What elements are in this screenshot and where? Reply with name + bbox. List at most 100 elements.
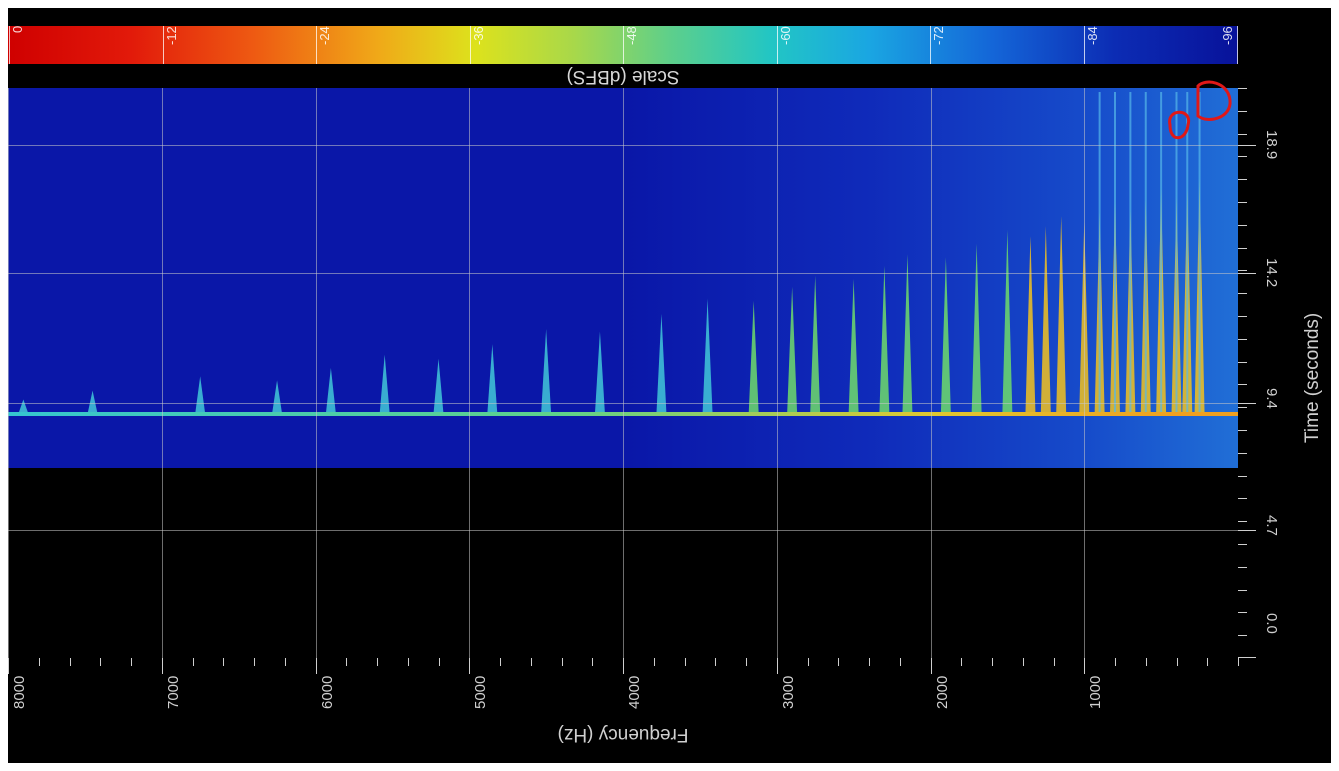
time-tick [1238, 530, 1256, 532]
colorbar-tick [623, 26, 624, 64]
frequency-minor-tick [284, 658, 286, 666]
spectrogram-plot [8, 88, 1238, 658]
time-minor-tick [1238, 202, 1247, 203]
time-tick [1238, 402, 1256, 404]
time-minor-tick [1238, 293, 1247, 295]
time-gridline [8, 530, 1238, 532]
frequency-minor-tick [961, 658, 963, 666]
time-minor-tick [1238, 88, 1247, 89]
time-minor-tick [1238, 338, 1247, 340]
frequency-gridline [1084, 88, 1086, 658]
time-axis: 0.0 4.7 9.4 14.2 18.9 [1238, 88, 1331, 658]
frequency-minor-tick [38, 658, 40, 666]
colorbar: 0 -12 -24 -36 -48 -60 -72 -84 -96 [8, 26, 1238, 64]
time-minor-tick [1238, 179, 1247, 181]
time-minor-tick [1238, 384, 1247, 386]
colorbar-tick [316, 26, 317, 64]
frequency-tick [161, 658, 163, 674]
frequency-minor-tick [869, 658, 870, 666]
frequency-tick [315, 658, 317, 674]
time-tick [1238, 145, 1256, 146]
time-minor-tick [1238, 316, 1247, 317]
harmonic-trace [1144, 92, 1147, 414]
colorbar-tick-label: -60 [777, 26, 793, 45]
time-minor-tick [1238, 247, 1247, 249]
frequency-tick [1084, 658, 1086, 674]
frequency-tick-label: 4000 [626, 676, 643, 710]
frequency-minor-tick [346, 658, 348, 666]
harmonic-trace [1198, 92, 1201, 414]
time-tick [1238, 657, 1256, 658]
frequency-minor-tick [223, 658, 225, 666]
frequency-gridline [161, 88, 163, 658]
frequency-minor-tick [1053, 658, 1055, 666]
time-tick-label: 9.4 [1263, 387, 1280, 409]
harmonic-trace [1114, 92, 1116, 414]
frequency-minor-tick [100, 658, 102, 666]
frequency-minor-tick [592, 658, 594, 666]
harmonic-trace [1160, 92, 1163, 414]
harmonic-peak [902, 254, 913, 414]
harmonic-peak [848, 278, 859, 414]
colorbar-tick [1083, 26, 1085, 64]
colorbar-tick [9, 26, 10, 64]
time-minor-tick [1238, 635, 1247, 637]
harmonic-peak [272, 380, 283, 414]
frequency-minor-tick [254, 658, 255, 666]
frequency-gridline [623, 88, 624, 658]
frequency-axis: 8000 7000 6000 5000 4000 3000 2000 1000 [8, 658, 1239, 763]
frequency-minor-tick [684, 658, 686, 666]
harmonic-peak [487, 344, 498, 414]
time-minor-tick [1238, 110, 1247, 112]
colorbar-tick [469, 26, 471, 64]
frequency-minor-tick [653, 658, 655, 666]
frequency-gridline [315, 88, 317, 658]
harmonic-peak [787, 286, 798, 414]
harmonic-peak [656, 313, 667, 414]
colorbar-tick-label: -36 [470, 26, 486, 45]
harmonic-peak [879, 265, 890, 414]
frequency-minor-tick [1022, 658, 1024, 666]
time-axis-title: Time (seconds) [1302, 312, 1323, 444]
harmonic-trace [1098, 92, 1101, 414]
colorbar-tick-label: -84 [1084, 26, 1100, 45]
frequency-minor-tick [438, 658, 440, 666]
time-tick-label: 18.9 [1263, 130, 1280, 160]
frequency-minor-tick [131, 658, 132, 666]
harmonic-peak [325, 367, 336, 414]
time-gridline [8, 145, 1238, 146]
frequency-minor-tick [992, 658, 993, 666]
harmonic-trace [1129, 92, 1132, 414]
colorbar-tick-label: -72 [931, 26, 946, 45]
frequency-axis-title: Frequency (Hz) [557, 724, 689, 745]
frequency-tick-label: 8000 [11, 676, 28, 710]
harmonic-trace [1186, 92, 1189, 414]
colorbar-tick [1237, 26, 1238, 64]
harmonic-peak [379, 354, 390, 414]
harmonic-peak [594, 331, 605, 414]
time-minor-tick [1238, 407, 1247, 409]
frequency-minor-tick [407, 658, 409, 666]
colorbar-tick [162, 26, 164, 64]
time-minor-tick [1238, 498, 1247, 500]
frequency-minor-tick [1145, 658, 1147, 666]
harmonic-peak [87, 390, 98, 414]
harmonic-peak [18, 399, 29, 414]
frequency-gridline [776, 88, 778, 658]
harmonic-peak [195, 376, 206, 414]
frequency-tick [930, 658, 932, 674]
colorbar-tick [930, 26, 931, 64]
harmonic-peak [1056, 216, 1067, 414]
harmonic-spikes [18, 92, 1205, 414]
time-minor-tick [1238, 270, 1247, 272]
time-minor-tick [1238, 657, 1247, 658]
time-minor-tick [1238, 133, 1247, 135]
time-minor-tick [1238, 224, 1247, 226]
time-tick-label: 4.7 [1263, 515, 1280, 537]
harmonic-peak [541, 329, 552, 414]
frequency-minor-tick [69, 658, 71, 666]
frequency-tick [469, 658, 471, 674]
colorbar-tick-label: 0 [10, 26, 25, 34]
time-minor-tick [1238, 361, 1247, 363]
frequency-minor-tick [1115, 658, 1116, 666]
